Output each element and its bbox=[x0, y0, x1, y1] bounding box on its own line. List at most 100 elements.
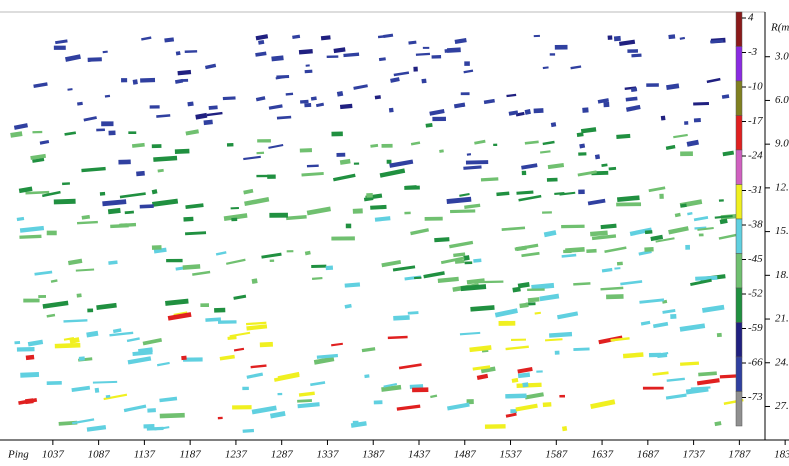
x-tick-label: 1437 bbox=[408, 449, 431, 461]
echo-target bbox=[449, 241, 473, 249]
echo-target bbox=[331, 132, 342, 137]
echo-target bbox=[113, 328, 122, 333]
echo-target bbox=[581, 127, 596, 133]
colorbar-segment bbox=[736, 47, 742, 82]
x-tick-label: 1487 bbox=[454, 449, 477, 461]
echo-target bbox=[432, 55, 442, 59]
echo-target bbox=[287, 250, 294, 252]
echo-target bbox=[231, 207, 239, 209]
echo-target bbox=[559, 395, 565, 398]
echo-target bbox=[631, 87, 637, 92]
echo-target bbox=[160, 413, 185, 419]
colorbar-label: -31 bbox=[748, 184, 763, 196]
echo-target bbox=[425, 217, 443, 221]
echo-target bbox=[680, 37, 685, 40]
echo-target bbox=[423, 47, 429, 49]
echo-target bbox=[481, 177, 499, 181]
echo-target bbox=[300, 148, 312, 152]
echo-target bbox=[307, 206, 331, 215]
echo-target bbox=[220, 355, 235, 361]
echo-target bbox=[185, 231, 206, 235]
echo-target bbox=[175, 79, 183, 84]
echo-target bbox=[519, 303, 528, 308]
echo-target bbox=[404, 212, 410, 215]
echo-target bbox=[543, 141, 555, 145]
echo-target bbox=[540, 150, 551, 153]
echo-target bbox=[719, 199, 724, 201]
x-tick-label: 1687 bbox=[637, 449, 660, 461]
echo-target bbox=[346, 224, 351, 229]
echo-target bbox=[64, 131, 76, 135]
colorbar-segment bbox=[736, 323, 742, 358]
echo-target bbox=[666, 145, 676, 150]
echo-target bbox=[626, 97, 638, 102]
echo-target bbox=[616, 202, 641, 206]
echo-target bbox=[619, 40, 635, 46]
echo-target bbox=[673, 134, 688, 138]
echo-target bbox=[380, 168, 406, 177]
echo-target bbox=[534, 108, 544, 113]
echo-target bbox=[412, 387, 428, 392]
echo-target bbox=[601, 224, 617, 229]
echo-target bbox=[277, 116, 291, 120]
echo-target bbox=[370, 144, 378, 148]
echo-target bbox=[548, 163, 564, 169]
echo-target bbox=[547, 178, 558, 182]
echo-target bbox=[310, 381, 325, 386]
echo-target bbox=[81, 167, 105, 172]
echo-target bbox=[595, 154, 600, 159]
echo-target bbox=[258, 40, 264, 45]
x-tick-label: 1737 bbox=[683, 449, 706, 461]
echo-target bbox=[256, 34, 269, 40]
echo-target bbox=[388, 336, 408, 339]
echo-target bbox=[267, 174, 276, 178]
echo-target bbox=[246, 324, 267, 330]
echo-target bbox=[17, 217, 25, 221]
echo-target bbox=[312, 277, 323, 280]
echo-target bbox=[152, 199, 178, 207]
echo-target bbox=[626, 105, 641, 112]
echo-target bbox=[47, 381, 62, 385]
y-tick-label: 27.0 bbox=[775, 400, 789, 412]
echo-target bbox=[627, 49, 638, 53]
echo-targets bbox=[10, 34, 743, 433]
echo-target bbox=[120, 223, 126, 226]
echo-target bbox=[150, 105, 160, 108]
echo-target bbox=[118, 159, 130, 164]
y-tick-label: 21.0 bbox=[775, 313, 789, 325]
echo-target bbox=[516, 191, 533, 195]
echo-target bbox=[63, 319, 87, 323]
echo-target bbox=[43, 301, 69, 309]
echo-target bbox=[668, 34, 675, 39]
echo-target bbox=[55, 343, 81, 348]
echo-target bbox=[525, 109, 531, 115]
echo-target bbox=[438, 277, 459, 283]
echo-target bbox=[10, 131, 22, 138]
echo-target bbox=[675, 213, 681, 217]
echo-target bbox=[717, 333, 722, 337]
colorbar-label: -66 bbox=[748, 357, 763, 369]
echo-target bbox=[152, 144, 162, 148]
echo-target bbox=[562, 426, 567, 431]
echo-target bbox=[156, 114, 170, 118]
echo-target bbox=[525, 140, 539, 144]
echo-target bbox=[33, 82, 47, 88]
echo-target bbox=[522, 171, 527, 175]
echo-target bbox=[337, 91, 343, 97]
echo-target bbox=[252, 278, 258, 284]
echo-target bbox=[95, 388, 100, 393]
echo-target bbox=[588, 199, 606, 206]
echo-target bbox=[543, 402, 552, 407]
x-tick-label: 1637 bbox=[591, 449, 614, 461]
echo-target bbox=[231, 218, 237, 222]
echo-target bbox=[545, 338, 563, 341]
echo-target bbox=[620, 280, 642, 285]
echo-target bbox=[461, 92, 470, 95]
echo-target bbox=[100, 192, 105, 196]
echo-target bbox=[353, 84, 368, 90]
echo-target bbox=[439, 149, 444, 153]
echo-target bbox=[200, 303, 209, 307]
echo-target bbox=[536, 370, 542, 372]
echo-target bbox=[603, 102, 609, 107]
echo-target bbox=[47, 231, 57, 236]
